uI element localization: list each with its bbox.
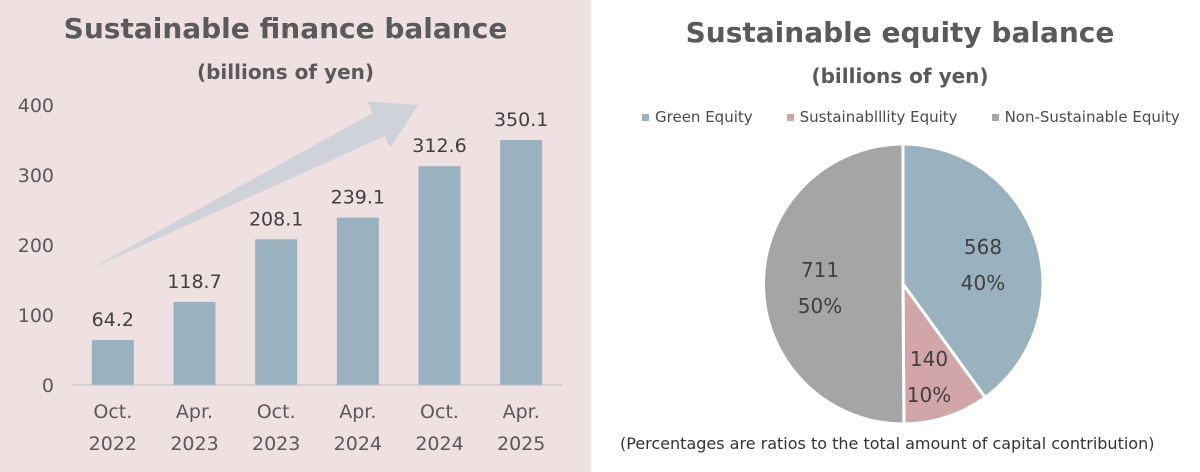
bar-chart-subtitle: (billions of yen) bbox=[196, 60, 375, 84]
pie-value-label-1: 140 bbox=[910, 347, 948, 371]
bar-0 bbox=[91, 340, 134, 385]
legend-swatch-sustainability-equity bbox=[786, 113, 794, 121]
y-tick-label-2: 200 bbox=[18, 235, 54, 257]
x-tick-label-3-line1: Apr. bbox=[339, 401, 376, 423]
legend-item-green-equity: Green Equity bbox=[642, 108, 753, 126]
pie-chart-title: Sustainable equity balance bbox=[685, 16, 1115, 49]
x-tick-label-5-line2: 2025 bbox=[497, 433, 545, 455]
y-tick-label-0: 0 bbox=[42, 375, 54, 397]
bar-4 bbox=[418, 166, 461, 385]
pie-slice-0 bbox=[901, 142, 1045, 399]
x-tick-label-0-line1: Oct. bbox=[93, 401, 132, 423]
legend-label-sustainability-equity: Sustainablllity Equity bbox=[799, 108, 958, 126]
trend-arrow bbox=[92, 101, 418, 269]
legend-item-non-sustainable-equity: Non-Sustainable Equity bbox=[991, 108, 1180, 126]
bar-chart: 0 100 200 300 400 64.2 Oct. 2022 118.7 Apr. 2023 20… bbox=[18, 95, 562, 455]
x-tick-label-5-line1: Apr. bbox=[503, 401, 540, 423]
bar-value-label-1: 118.7 bbox=[167, 271, 221, 293]
bar-3 bbox=[336, 217, 379, 385]
bar-value-label-5: 350.1 bbox=[494, 109, 548, 131]
x-tick-label-4-line1: Oct. bbox=[420, 401, 459, 423]
pie-percent-label-0: 40% bbox=[961, 271, 1005, 295]
bar-chart-title: Sustainable finance balance bbox=[63, 12, 508, 45]
x-tick-label-2-line2: 2023 bbox=[252, 433, 300, 455]
pie-value-label-0: 568 bbox=[964, 235, 1002, 259]
bar-value-label-3: 239.1 bbox=[331, 187, 385, 209]
x-tick-label-1-line1: Apr. bbox=[176, 401, 213, 423]
pie-legend: Green Equity Sustainablllity Equity Non-… bbox=[642, 108, 1200, 126]
x-tick-label-1-line2: 2023 bbox=[170, 433, 218, 455]
pie-chart-subtitle: (billions of yen) bbox=[811, 64, 989, 88]
pie-slice-1 bbox=[901, 282, 987, 426]
pie-slice-2 bbox=[762, 142, 906, 426]
legend-label-non-sustainable-equity: Non-Sustainable Equity bbox=[1004, 108, 1180, 126]
bar-value-label-0: 64.2 bbox=[92, 309, 134, 331]
x-tick-label-4-line2: 2024 bbox=[415, 433, 463, 455]
bar-1 bbox=[173, 301, 216, 385]
x-tick-label-3-line2: 2024 bbox=[334, 433, 382, 455]
pie-percent-label-1: 10% bbox=[907, 383, 951, 407]
legend-label-green-equity: Green Equity bbox=[655, 108, 753, 126]
pie-chart: 568 40% 140 10% 711 50% bbox=[762, 142, 1045, 426]
pie-percent-label-2: 50% bbox=[798, 294, 842, 318]
finance-balance-panel: Sustainable finance balance (billions of… bbox=[0, 0, 591, 472]
bar-2 bbox=[255, 239, 298, 385]
equity-balance-panel: Sustainable equity balance (billions of … bbox=[600, 0, 1200, 472]
bar-5 bbox=[500, 139, 543, 385]
y-tick-label-1: 100 bbox=[18, 305, 54, 327]
bar-value-label-2: 208.1 bbox=[249, 208, 303, 230]
bar-value-label-4: 312.6 bbox=[412, 135, 466, 157]
x-tick-label-2-line1: Oct. bbox=[257, 401, 296, 423]
legend-item-sustainability-equity: Sustainablllity Equity bbox=[786, 108, 958, 126]
legend-swatch-green-equity bbox=[642, 113, 649, 121]
y-tick-label-3: 300 bbox=[18, 165, 54, 187]
pie-footnote: (Percentages are ratios to the total amo… bbox=[620, 434, 1155, 453]
y-tick-label-4: 400 bbox=[18, 95, 54, 117]
pie-value-label-2: 711 bbox=[801, 258, 839, 282]
x-tick-label-0-line2: 2022 bbox=[89, 433, 137, 455]
legend-swatch-non-sustainable-equity bbox=[991, 113, 999, 121]
